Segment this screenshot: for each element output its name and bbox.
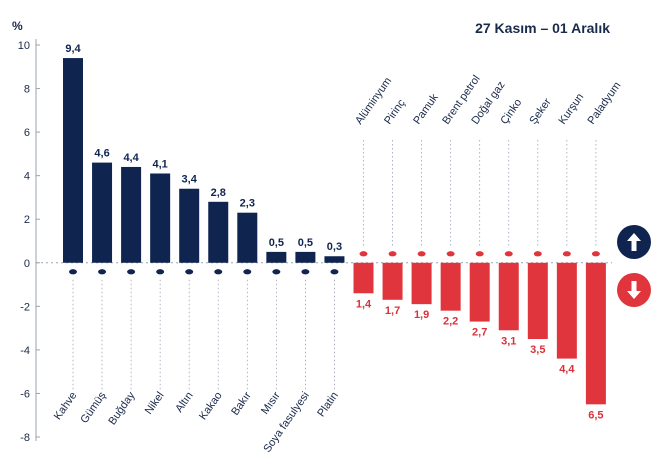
data-label: 4,4	[123, 152, 139, 164]
y-tick-label: 8	[24, 84, 30, 96]
commodity-icon	[446, 251, 455, 257]
chart-title: 27 Kasım – 01 Aralık	[475, 20, 610, 36]
y-tick-label: 2	[24, 214, 30, 226]
commodity-icon	[185, 269, 194, 275]
y-axis-unit: %	[12, 19, 23, 33]
data-label: 1,9	[414, 309, 429, 321]
data-label: 2,8	[211, 187, 226, 199]
bar-doğal-gaz	[469, 262, 490, 322]
category-label: Gümüş	[78, 389, 108, 425]
data-label: 1,4	[356, 298, 372, 310]
y-tick-label: 10	[18, 40, 30, 52]
data-label: 2,7	[472, 327, 487, 339]
commodity-icon	[388, 251, 397, 257]
y-tick-label: 4	[24, 171, 30, 183]
bars: 9,4 Kahve 4,6 Gümüş 4,4 Buğday 4,1 Nikel 3,4 Altı…	[52, 43, 624, 455]
data-label: 6,5	[588, 409, 603, 421]
commodity-icon	[272, 269, 281, 275]
commodity-icon	[301, 269, 310, 275]
commodity-icon	[417, 251, 426, 257]
bar-soya-fasulyesi	[295, 251, 316, 263]
bar-platin	[324, 256, 345, 263]
bar-bakır	[237, 212, 258, 263]
category-label: Şeker	[527, 96, 554, 127]
bar-kahve	[63, 58, 83, 263]
category-label: Kakao	[197, 390, 225, 422]
bar-altın	[179, 188, 200, 263]
data-label: 9,4	[65, 43, 81, 55]
commodity-icon	[69, 269, 77, 275]
category-label: Pamuk	[411, 91, 441, 126]
data-label: 4,1	[153, 158, 168, 170]
commodity-icon	[533, 251, 542, 257]
bar-kurşun	[556, 262, 577, 359]
data-label: 2,3	[240, 198, 255, 210]
commodity-icon	[127, 269, 136, 275]
category-label: Paladyum	[586, 80, 624, 127]
bar-buğday	[121, 166, 142, 263]
y-tick-label: 0	[24, 258, 30, 270]
bar-çinko	[498, 262, 519, 331]
bar-brent-petrol	[440, 262, 461, 311]
bar-pirinç	[382, 262, 403, 300]
data-label: 0,3	[327, 241, 342, 253]
data-label: 3,5	[530, 344, 545, 356]
category-label: Bakır	[229, 390, 254, 418]
data-label: 2,2	[443, 316, 458, 328]
commodity-icon	[243, 269, 252, 275]
data-label: 0,5	[269, 237, 284, 249]
data-label: 3,4	[182, 174, 198, 186]
data-label: 0,5	[298, 237, 313, 249]
bar-pamuk	[411, 262, 432, 305]
data-label: 4,6	[94, 148, 109, 160]
arrow-up-icon	[617, 225, 651, 259]
category-label: Mısır	[259, 390, 283, 417]
y-tick-label: 6	[24, 127, 30, 139]
category-label: Buğday	[106, 389, 138, 427]
commodity-icon	[359, 251, 368, 257]
data-label: 4,4	[559, 364, 575, 376]
bar-kakao	[208, 201, 229, 263]
commodity-icon	[591, 251, 600, 257]
category-label: Kurşun	[556, 91, 586, 126]
category-label: Platin	[315, 390, 341, 419]
commodity-icon	[214, 269, 223, 275]
arrow-down-icon	[617, 273, 651, 307]
y-tick-label: -8	[20, 432, 30, 444]
data-label: 1,7	[385, 305, 400, 317]
y-tick-label: -6	[20, 388, 30, 400]
commodity-icon	[330, 269, 339, 275]
bar-alüminyum	[353, 262, 374, 294]
category-label: Çinko	[498, 97, 524, 127]
category-label: Pirinç	[382, 97, 408, 127]
bar-nikel	[150, 173, 171, 263]
commodity-icon	[504, 251, 513, 257]
bar-şeker	[527, 262, 548, 339]
commodity-icon	[98, 269, 107, 275]
y-tick-label: -2	[20, 301, 30, 313]
category-label: Altın	[173, 390, 195, 415]
commodity-icon	[475, 251, 484, 257]
category-label: Kahve	[52, 390, 80, 422]
bar-mısır	[266, 251, 287, 263]
y-tick-label: -4	[20, 345, 30, 357]
commodity-icon	[562, 251, 571, 257]
data-label: 3,1	[501, 335, 516, 347]
bar-paladyum	[585, 262, 606, 405]
commodity-icon	[156, 269, 165, 275]
bar-gümüş	[92, 162, 113, 263]
category-label: Nikel	[143, 390, 167, 417]
direction-badges	[617, 225, 651, 307]
